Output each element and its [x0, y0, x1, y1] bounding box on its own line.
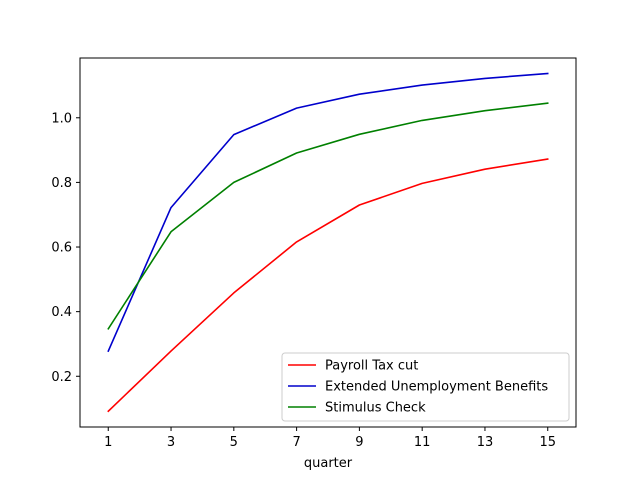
legend: Payroll Tax cut Extended Unemployment Ben…: [281, 352, 570, 422]
series-line-payroll-tax-cut: [107, 158, 549, 413]
x-tick-label: 3: [167, 435, 175, 450]
x-tick-label: 9: [355, 435, 363, 450]
legend-box: [281, 352, 570, 422]
legend-label: Stimulus Check: [325, 401, 426, 416]
series-line-stimulus-check: [107, 102, 549, 330]
y-tick-label: 0.8: [51, 176, 72, 191]
legend-label: Payroll Tax cut: [325, 359, 418, 374]
x-tick-label: 5: [230, 435, 238, 450]
legend-label: Extended Unemployment Benefits: [325, 380, 548, 395]
y-tick-label: 0.2: [51, 370, 72, 385]
x-axis-title: quarter: [304, 456, 353, 471]
x-tick-label: 15: [539, 435, 556, 450]
x-tick-label: 1: [104, 435, 112, 450]
series-layer: [107, 72, 549, 413]
x-tick-label: 11: [414, 435, 431, 450]
x-tick-label: 7: [292, 435, 300, 450]
x-axis: 1 3 5 7 9 11 13 15: [104, 427, 556, 450]
y-axis: 0.2 0.4 0.6 0.8 1.0: [51, 111, 80, 385]
series-line-extended-unemployment-benefits: [107, 72, 549, 353]
y-tick-label: 0.6: [51, 241, 72, 256]
x-tick-label: 13: [477, 435, 494, 450]
y-tick-label: 1.0: [51, 111, 72, 126]
y-tick-label: 0.4: [51, 305, 72, 320]
plot-frame: [79, 57, 577, 428]
